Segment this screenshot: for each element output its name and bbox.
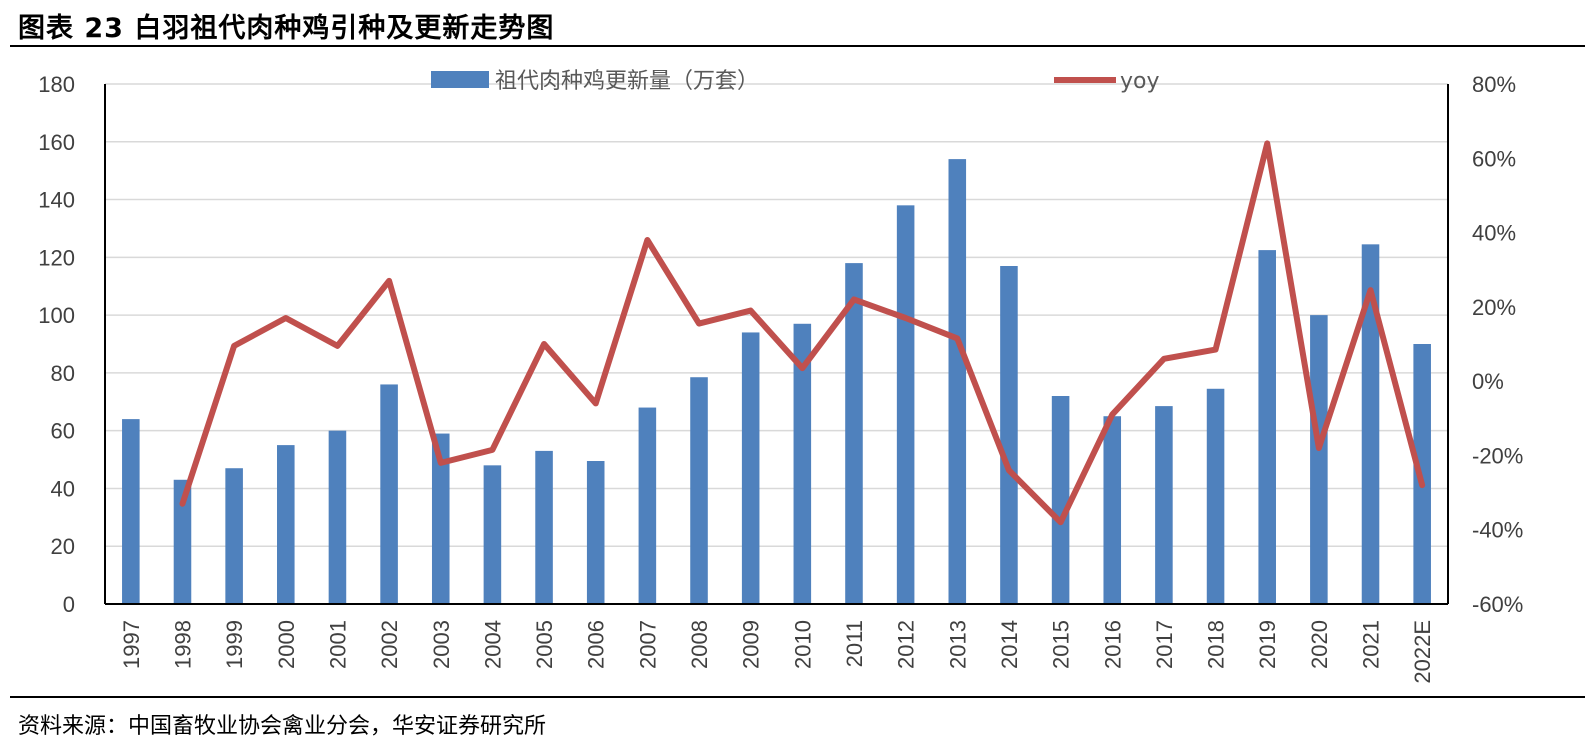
y-left-tick-label: 20 (51, 534, 75, 559)
y-right-tick-label: 0% (1472, 369, 1504, 394)
bar (328, 430, 347, 604)
legend-swatch-bar (431, 71, 489, 88)
bar (173, 479, 192, 604)
footer-rule (10, 696, 1585, 698)
x-tick-label: 2019 (1255, 620, 1280, 669)
x-tick-label: 2010 (790, 620, 815, 669)
bar (586, 461, 605, 604)
x-tick-label: 2017 (1152, 620, 1177, 669)
x-tick-label: 2008 (687, 620, 712, 669)
x-tick-label: 2012 (894, 620, 919, 669)
x-tick-label: 1999 (222, 620, 247, 669)
bar (431, 433, 450, 604)
bar (1258, 250, 1276, 604)
x-tick-label: 2007 (635, 620, 660, 669)
bar (1000, 266, 1018, 604)
title-bar: 图表 23 白羽祖代肉种鸡引种及更新走势图 (0, 0, 1593, 46)
y-right-tick-label: -60% (1472, 592, 1523, 617)
bar (1103, 416, 1122, 604)
x-tick-label: 2011 (842, 620, 867, 667)
bar (1051, 396, 1070, 604)
x-tick-label: 2020 (1307, 620, 1332, 669)
x-tick-label: 2006 (584, 620, 609, 669)
bar (122, 419, 140, 604)
bar (845, 263, 863, 604)
bar (638, 407, 657, 604)
x-tick-label: 2003 (429, 620, 454, 669)
y-right-tick-label: 60% (1472, 146, 1516, 171)
x-tick-label: 2018 (1204, 620, 1229, 669)
y-right-tick-label: 80% (1472, 72, 1516, 97)
bar (948, 159, 967, 604)
y-left-tick-label: 140 (38, 188, 75, 213)
y-left-tick-label: 100 (38, 303, 75, 328)
bar (690, 377, 708, 604)
x-tick-label: 2009 (739, 620, 764, 669)
y-left-tick-label: 160 (38, 130, 75, 155)
y-left-tick-label: 80 (51, 361, 75, 386)
legend-label-line: yoy (1120, 69, 1160, 94)
x-tick-label: 2002 (377, 620, 402, 669)
x-tick-label: 2001 (325, 620, 350, 669)
bar (1155, 406, 1173, 604)
x-tick-label: 2013 (945, 620, 970, 669)
x-tick-label: 2004 (480, 620, 505, 669)
bar (535, 450, 553, 604)
x-tick-label: 2000 (274, 620, 299, 669)
x-tick-label: 1997 (119, 620, 144, 669)
y-right-tick-label: -40% (1472, 518, 1523, 543)
x-tick-label: 2021 (1359, 620, 1384, 669)
bar (225, 468, 243, 604)
x-tick-label: 2005 (532, 620, 557, 669)
y-left-tick-label: 120 (38, 245, 75, 270)
bar (1310, 315, 1328, 604)
y-right-tick-label: 20% (1472, 295, 1516, 320)
bar (793, 323, 812, 604)
bar (380, 384, 398, 604)
bar (1361, 244, 1380, 605)
chart-title: 图表 23 白羽祖代肉种鸡引种及更新走势图 (18, 13, 555, 44)
x-tick-label: 2022E (1410, 620, 1435, 684)
y-left-tick-label: 0 (63, 592, 75, 617)
x-tick-label: 1998 (170, 620, 195, 669)
series-line-yoy (179, 140, 1426, 526)
bar (277, 445, 295, 604)
bar (896, 205, 915, 605)
y-left-tick-label: 180 (38, 72, 75, 97)
bar (1206, 388, 1225, 604)
title-rule (10, 45, 1585, 47)
legend-label-bar: 祖代肉种鸡更新量（万套） (495, 69, 759, 94)
x-tick-label: 2015 (1049, 620, 1074, 669)
y-right-tick-label: -20% (1472, 443, 1523, 468)
x-tick-label: 2016 (1100, 620, 1125, 669)
bar (483, 465, 502, 604)
y-right-tick-label: 40% (1472, 221, 1516, 246)
x-tick-label: 2014 (997, 620, 1022, 669)
source-note: 资料来源：中国畜牧业协会禽业分会，华安证券研究所 (18, 714, 547, 739)
y-left-tick-label: 40 (51, 476, 75, 501)
bar (741, 332, 760, 604)
y-left-tick-label: 60 (51, 419, 75, 444)
